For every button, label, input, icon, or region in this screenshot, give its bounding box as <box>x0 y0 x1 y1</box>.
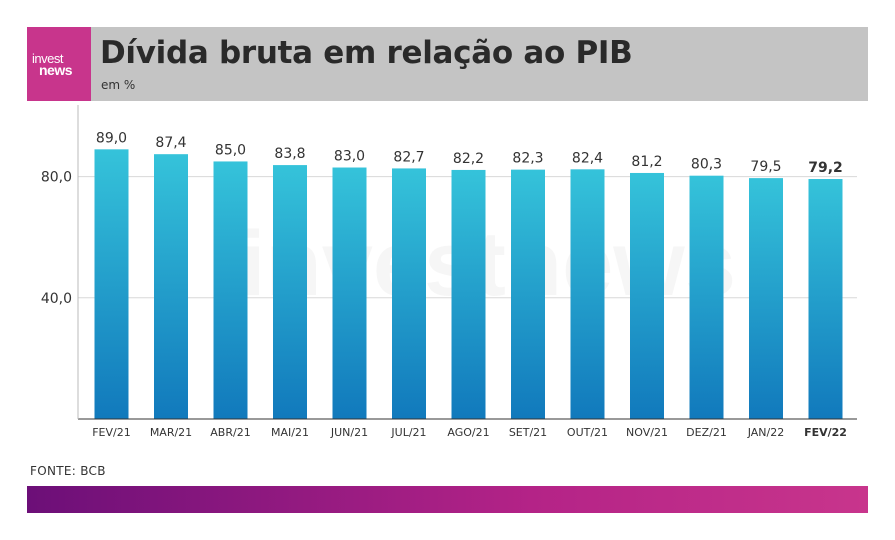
x-tick-label: AGO/21 <box>447 426 489 439</box>
chart-header: invest news Dívida bruta em relação ao P… <box>27 27 868 101</box>
bar <box>570 169 605 419</box>
bar <box>511 169 545 419</box>
x-tick-label: DEZ/21 <box>686 426 727 439</box>
footer-bar <box>27 486 868 513</box>
data-label: 79,5 <box>750 159 781 175</box>
bar <box>332 167 367 419</box>
x-tick-label: MAI/21 <box>271 426 309 439</box>
bar <box>630 172 664 419</box>
x-tick-label: OUT/21 <box>567 426 608 439</box>
x-tick-label: JAN/22 <box>747 426 785 439</box>
data-label: 79,2 <box>808 160 843 176</box>
data-label: 81,2 <box>631 154 662 170</box>
data-label: 82,3 <box>512 151 543 167</box>
chart-subtitle: em % <box>101 78 136 92</box>
bar <box>689 175 724 419</box>
y-tick-label: 80,0 <box>41 170 72 186</box>
x-tick-label: SET/21 <box>509 426 547 439</box>
data-label: 83,0 <box>334 149 365 165</box>
y-tick-label: 40,0 <box>41 291 72 307</box>
x-tick-label: MAR/21 <box>150 426 192 439</box>
bar <box>808 179 843 419</box>
data-label: 85,0 <box>215 142 246 158</box>
data-label: 80,3 <box>691 157 722 173</box>
x-tick-label: FEV/22 <box>804 426 847 439</box>
data-label: 82,7 <box>393 149 424 165</box>
logo-text-news: news <box>39 62 73 78</box>
bar <box>94 149 129 419</box>
bar <box>749 178 783 419</box>
chart-title: Dívida bruta em relação ao PIB <box>100 35 633 71</box>
bar <box>392 168 426 419</box>
bar <box>213 161 248 419</box>
logo-text-invest: invest <box>32 51 63 66</box>
data-label: 83,8 <box>274 146 305 162</box>
bar-chart: investnews40,080,089,0FEV/2187,4MAR/2185… <box>41 105 857 439</box>
data-label: 87,4 <box>155 135 186 151</box>
x-tick-label: FEV/21 <box>92 426 131 439</box>
x-tick-label: JUL/21 <box>390 426 426 439</box>
x-tick-label: ABR/21 <box>210 426 250 439</box>
data-label: 82,2 <box>453 151 484 167</box>
investnews-logo: invest news <box>27 27 91 101</box>
data-label: 89,0 <box>96 130 127 146</box>
source-note: FONTE: BCB <box>30 464 106 478</box>
data-label: 82,4 <box>572 150 603 166</box>
x-tick-label: NOV/21 <box>626 426 668 439</box>
bar <box>273 165 307 419</box>
bar <box>451 169 486 419</box>
x-tick-label: JUN/21 <box>330 426 368 439</box>
bar <box>154 154 188 419</box>
